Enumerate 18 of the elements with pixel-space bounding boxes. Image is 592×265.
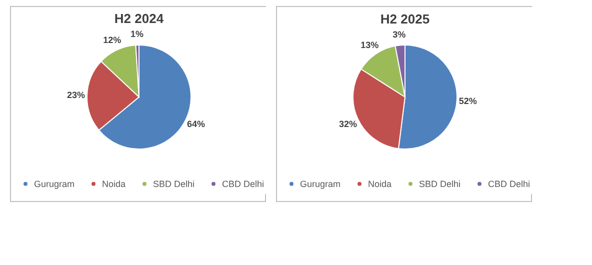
legend-label: SBD Delhi (153, 178, 195, 189)
data-label: 13% (360, 40, 379, 50)
legend-label: SBD Delhi (419, 178, 461, 189)
data-label: 1% (130, 29, 144, 40)
data-label: 52% (458, 96, 477, 106)
legend-label: CBD Delhi (488, 178, 530, 189)
data-label: 3% (392, 29, 406, 40)
data-label: 12% (103, 34, 122, 45)
legend-label: Noida (368, 178, 392, 189)
chart-title: H2 2024 (114, 11, 164, 26)
data-label: 23% (67, 90, 86, 100)
data-label: 32% (338, 118, 358, 129)
legend-label: Gurugram (300, 178, 341, 189)
legend-label: CBD Delhi (222, 178, 264, 189)
legend-label: Noida (102, 178, 126, 189)
data-label: 64% (186, 118, 206, 129)
legend-label: Gurugram (34, 178, 75, 189)
chart-title: H2 2025 (380, 11, 430, 26)
